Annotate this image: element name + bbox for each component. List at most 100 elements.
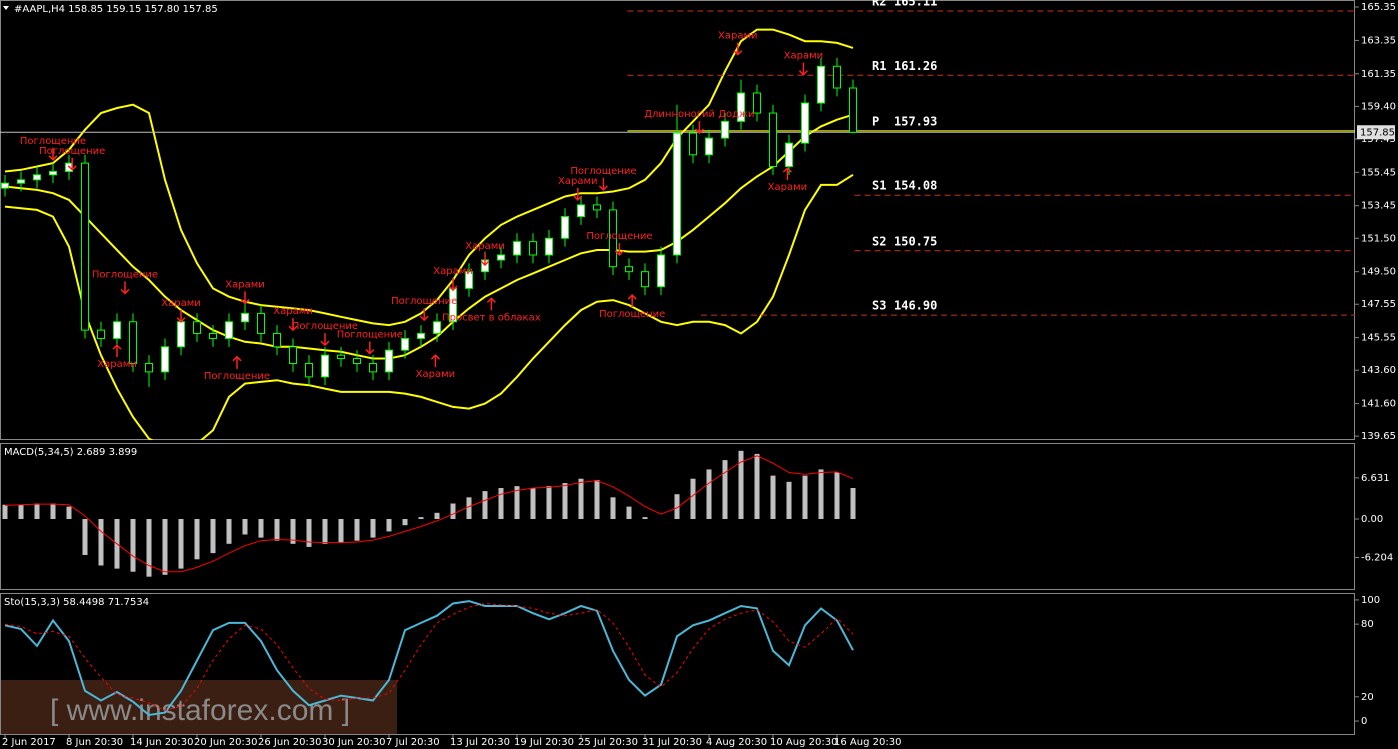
candle-body <box>193 321 201 334</box>
pattern-arrow <box>430 354 440 368</box>
candle-body <box>769 112 777 167</box>
histogram-bar <box>514 486 520 520</box>
pivot-name: S1 <box>872 179 886 193</box>
y-tick-label: 80 <box>1361 619 1374 630</box>
histogram-bar <box>546 486 552 520</box>
pattern-label: Просвет в облаках <box>442 312 541 323</box>
candle-body <box>81 162 89 331</box>
histogram-bar <box>530 488 536 520</box>
pattern-label: Поглощение <box>337 330 403 341</box>
pattern-label: Поглощение <box>391 296 457 307</box>
candle-body <box>753 92 761 114</box>
pattern-arrow <box>48 147 58 161</box>
panel-title: MACD(5,34,5) 2.689 3.899 <box>4 447 137 458</box>
histogram-bar <box>434 512 440 520</box>
y-tick-label: 145.55 <box>1361 333 1396 344</box>
histogram-bar <box>2 504 8 520</box>
candle-body <box>737 92 745 122</box>
candle-body <box>577 204 585 218</box>
x-tick-label: 2 Jun 2017 <box>2 737 56 748</box>
y-tick-label: 143.60 <box>1361 365 1396 376</box>
candle-body <box>625 266 633 273</box>
histogram-bar <box>738 450 744 520</box>
candle-body <box>593 204 601 211</box>
candle-body <box>257 312 265 334</box>
candle-body <box>497 254 505 261</box>
candle-body <box>129 321 137 365</box>
histogram-bar <box>50 503 56 520</box>
histogram-bar <box>338 519 344 543</box>
candle-body <box>353 358 361 365</box>
candle-body <box>705 137 713 156</box>
pattern-arrow <box>573 187 583 201</box>
y-tick-label: 153.45 <box>1361 201 1396 212</box>
last-price-tag <box>1357 125 1395 140</box>
histogram-bar <box>226 519 232 544</box>
y-tick-label: 20 <box>1361 692 1374 703</box>
pattern-arrow <box>598 177 608 191</box>
candle-body <box>657 254 665 288</box>
panel-title: #AAPL,H4 158.85 159.15 157.80 157.85 <box>14 4 218 15</box>
pattern-arrow <box>240 291 250 305</box>
histogram-bar <box>818 469 824 520</box>
pattern-arrow <box>365 341 375 355</box>
pattern-label: Поглощение <box>20 136 86 147</box>
x-tick-label: 19 Jul 20:30 <box>514 737 574 748</box>
pattern-label: Харами <box>768 182 808 193</box>
candle-body <box>385 349 393 373</box>
histogram-bar <box>258 519 264 538</box>
x-tick-label: 14 Jun 20:30 <box>130 737 194 748</box>
y-tick-label: 155.45 <box>1361 167 1396 178</box>
candle-body <box>641 271 649 288</box>
pattern-arrow <box>320 333 330 347</box>
pattern-arrow <box>798 62 808 76</box>
histogram-bar <box>274 519 280 541</box>
histogram-bar <box>674 494 680 520</box>
band-line <box>4 113 854 360</box>
histogram-bar <box>770 475 776 520</box>
candle-body <box>241 312 249 323</box>
pattern-arrow <box>694 121 704 135</box>
y-tick-label: 163.35 <box>1361 35 1396 46</box>
histogram-bar <box>626 506 632 520</box>
pattern-arrow <box>733 42 743 56</box>
pattern-arrow <box>288 318 298 332</box>
panel-border <box>0 593 1355 735</box>
pattern-label: Поглощение <box>586 231 652 242</box>
pivot-name: R2 <box>872 0 886 9</box>
y-tick-label: 147.55 <box>1361 299 1396 310</box>
histogram-bar <box>386 519 392 532</box>
histogram-bar <box>578 478 584 520</box>
pivot-name: P <box>872 114 879 128</box>
histogram-bar <box>82 519 88 555</box>
candle-body <box>817 65 825 104</box>
pattern-arrow <box>486 297 496 311</box>
pattern-arrow <box>120 281 130 295</box>
y-tick-label: -6.204 <box>1361 552 1393 563</box>
histogram-bar <box>354 519 360 541</box>
histogram-bar <box>690 478 696 520</box>
histogram-bar <box>610 497 616 520</box>
x-tick-label: 16 Aug 20:30 <box>834 737 901 748</box>
candle-body <box>369 363 377 373</box>
x-tick-label: 4 Aug 20:30 <box>706 737 767 748</box>
panel-border <box>0 0 1355 440</box>
histogram-bar <box>786 481 792 520</box>
histogram-bar <box>66 506 72 520</box>
histogram-bar <box>146 519 152 577</box>
candle-body <box>209 332 217 339</box>
pattern-arrow <box>614 242 624 257</box>
candle-body <box>721 120 729 139</box>
candle-body <box>289 346 297 365</box>
histogram-bar <box>402 519 408 526</box>
y-tick-label: 0 <box>1361 716 1367 727</box>
pattern-arrow <box>112 344 122 358</box>
menu-icon <box>3 6 9 10</box>
pattern-arrow <box>480 253 490 267</box>
histogram-bar <box>178 519 184 569</box>
histogram-bar <box>802 475 808 520</box>
candle-body <box>1 182 9 189</box>
histogram-bar <box>130 519 136 572</box>
histogram-bar <box>850 488 856 520</box>
